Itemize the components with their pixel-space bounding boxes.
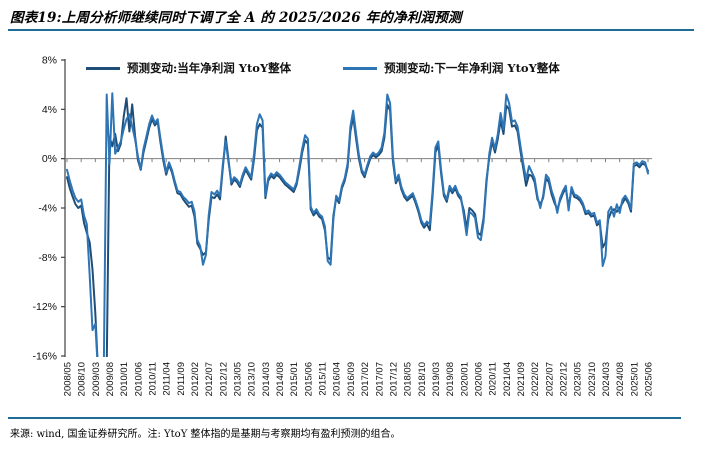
legend-label-current-year: 预测变动:当年净利润 YtoY整体: [127, 61, 292, 75]
x-tick-label: 2017/07: [374, 362, 385, 396]
y-tick-label: 0%: [42, 153, 57, 165]
source-note: 来源: wind, 国金证券研究所。注: YtoY 整体指的是基期与考察期均有盈…: [10, 429, 401, 440]
x-tick-label: 2012/12: [218, 362, 229, 396]
x-tick-label: 2014/03: [261, 362, 272, 396]
x-tick-label: 2022/07: [544, 362, 555, 396]
y-tick-label: 4%: [42, 104, 57, 116]
x-tick-label: 2008/05: [63, 362, 74, 396]
y-tick-label: -8%: [38, 252, 57, 264]
x-tick-label: 2023/05: [573, 362, 584, 396]
figure-title: 图表19:上周分析师继续同时下调了全 A 的 2025/2026 年的净利润预测: [10, 10, 462, 26]
x-tick-label: 2018/10: [417, 362, 428, 396]
x-tick-label: 2018/05: [403, 362, 414, 396]
x-tick-label: 2019/08: [445, 362, 456, 396]
x-tick-label: 2022/02: [530, 362, 541, 396]
x-tick-label: 2016/09: [346, 362, 357, 396]
y-tick-label: -12%: [32, 301, 57, 313]
x-tick-label: 2010/06: [133, 362, 144, 396]
legend-item-next-year: 预测变动:下一年净利润 YtoY整体: [343, 60, 560, 76]
x-tick-label: 2019/03: [431, 362, 442, 396]
x-tick-label: 2015/11: [318, 362, 329, 396]
y-tick-label: -4%: [38, 203, 57, 215]
x-tick-label: 2017/12: [388, 362, 399, 396]
current-year-line-swatch: [86, 66, 120, 70]
series-lines: [66, 92, 649, 357]
title-divider: [8, 29, 694, 31]
x-tick-label: 2009/03: [91, 362, 102, 396]
x-tick-label: 2008/10: [77, 362, 88, 396]
chart-legend: 预测变动:当年净利润 YtoY整体 预测变动:下一年净利润 YtoY整体: [86, 60, 560, 76]
x-tick-label: 2012/02: [190, 362, 201, 396]
next-year-series-line: [66, 92, 649, 357]
footer-divider: [8, 417, 681, 419]
x-tick-label: 2010/01: [119, 362, 130, 396]
x-tick-label: 2020/01: [459, 362, 470, 396]
x-tick-label: 2023/10: [587, 362, 598, 396]
x-tick-label: 2012/07: [204, 362, 215, 396]
x-tick-label: 2020/06: [473, 362, 484, 396]
x-tick-label: 2017/02: [360, 362, 371, 396]
x-tick-label: 2013/05: [233, 362, 244, 396]
axes: [61, 59, 652, 357]
x-tick-label: 2009/08: [105, 362, 116, 396]
x-tick-label: 2025/06: [644, 362, 655, 396]
x-tick-label: 2015/01: [289, 362, 300, 396]
x-tick-label: 2016/04: [332, 362, 343, 396]
x-tick-label: 2024/03: [601, 362, 612, 396]
x-tick-label: 2024/08: [615, 362, 626, 396]
x-tick-label: 2011/04: [162, 362, 173, 396]
axis-labels: 8%4%0%-4%-8%-12%-16%2008/05 2008/10 2009/0…: [32, 55, 654, 397]
legend-label-next-year: 预测变动:下一年净利润 YtoY整体: [384, 61, 560, 75]
x-tick-label: 2015/06: [303, 362, 314, 396]
x-tick-label: 2014/08: [275, 362, 286, 396]
x-tick-label: 2010/11: [148, 362, 159, 396]
y-tick-label: -16%: [32, 351, 57, 363]
x-tick-label: 2013/10: [247, 362, 258, 396]
x-tick-label: 2021/09: [516, 362, 527, 396]
x-tick-label: 2011/09: [176, 362, 187, 396]
y-tick-label: 8%: [42, 55, 57, 67]
next-year-line-swatch: [343, 66, 378, 70]
x-tick-label: 2021/04: [502, 362, 513, 396]
x-tick-label: 2022/12: [558, 362, 569, 396]
legend-item-current-year: 预测变动:当年净利润 YtoY整体: [86, 60, 291, 76]
x-tick-label: 2020/11: [488, 362, 499, 396]
x-tick-label: 2025/01: [629, 362, 640, 396]
